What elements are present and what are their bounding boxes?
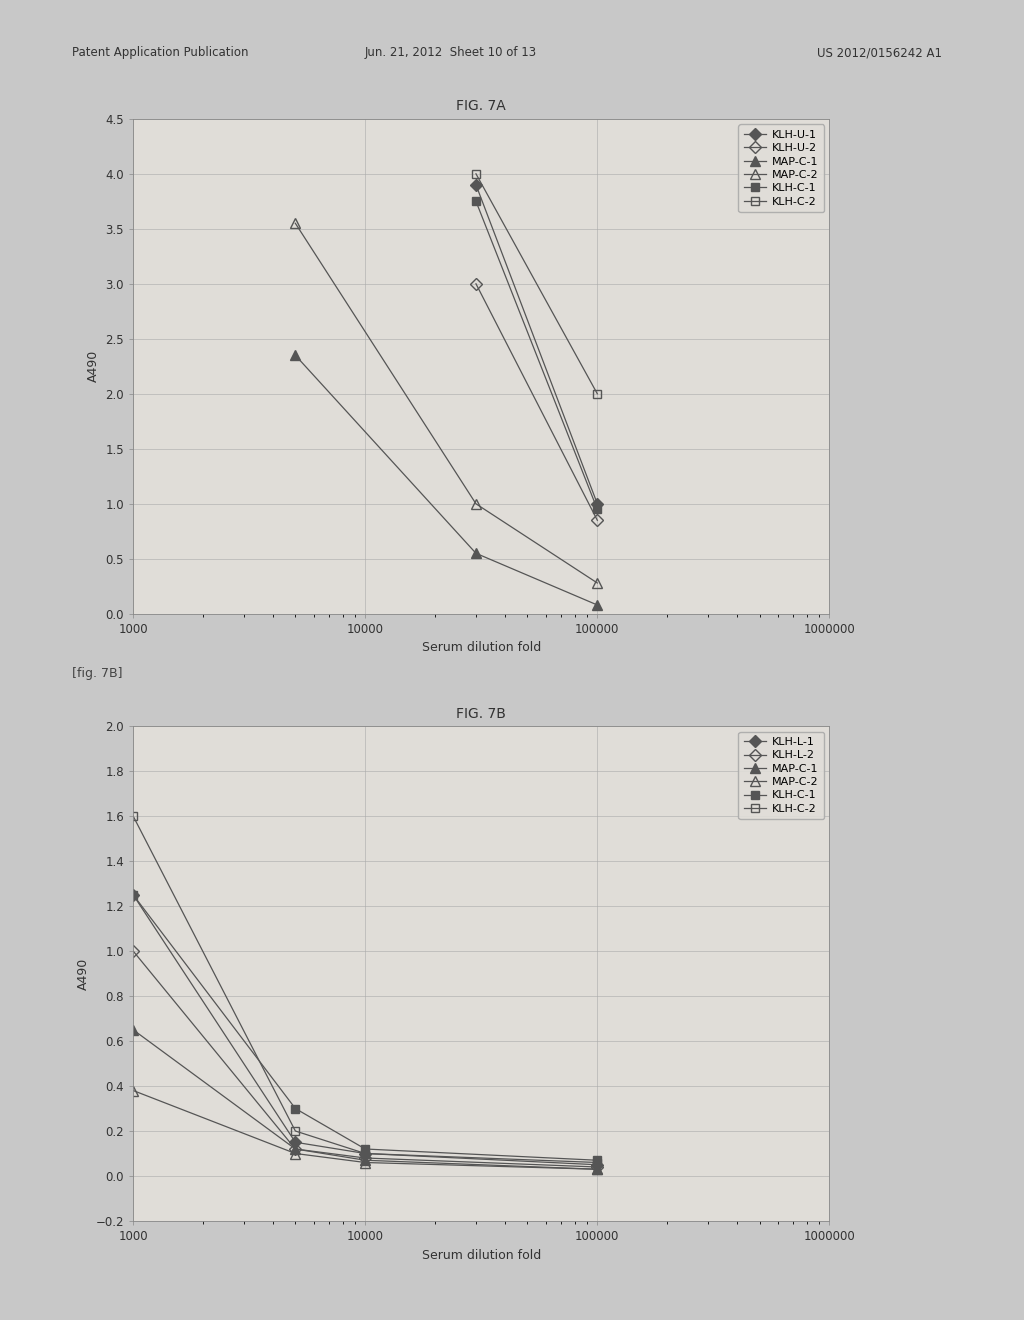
KLH-L-1 [359, 1146, 372, 1162]
KLH-C-1 [359, 1140, 372, 1156]
KLH-C-1 [591, 502, 603, 517]
MAP-C-1 [289, 1140, 301, 1156]
MAP-C-2 [591, 576, 603, 591]
Legend: KLH-L-1, KLH-L-2, MAP-C-1, MAP-C-2, KLH-C-1, KLH-C-2: KLH-L-1, KLH-L-2, MAP-C-1, MAP-C-2, KLH-… [738, 731, 824, 820]
KLH-L-2 [359, 1150, 372, 1166]
Line: KLH-U-2: KLH-U-2 [472, 280, 601, 524]
Title: FIG. 7B: FIG. 7B [457, 706, 506, 721]
Text: US 2012/0156242 A1: US 2012/0156242 A1 [817, 46, 942, 59]
Y-axis label: A490: A490 [87, 350, 100, 383]
X-axis label: Serum dilution fold: Serum dilution fold [422, 642, 541, 655]
Legend: KLH-U-1, KLH-U-2, MAP-C-1, MAP-C-2, KLH-C-1, KLH-C-2: KLH-U-1, KLH-U-2, MAP-C-1, MAP-C-2, KLH-… [738, 124, 824, 213]
Line: KLH-C-1: KLH-C-1 [129, 891, 601, 1164]
MAP-C-1 [289, 347, 301, 363]
Text: Patent Application Publication: Patent Application Publication [72, 46, 248, 59]
KLH-C-1 [127, 887, 139, 903]
Title: FIG. 7A: FIG. 7A [457, 99, 506, 114]
Text: Jun. 21, 2012  Sheet 10 of 13: Jun. 21, 2012 Sheet 10 of 13 [365, 46, 537, 59]
MAP-C-1 [591, 597, 603, 612]
MAP-C-2 [359, 1155, 372, 1171]
KLH-U-2 [591, 512, 603, 528]
Text: [fig. 7B]: [fig. 7B] [72, 667, 122, 680]
KLH-C-1 [289, 1101, 301, 1117]
KLH-U-2 [470, 276, 482, 292]
MAP-C-1 [591, 1162, 603, 1177]
Line: MAP-C-2: MAP-C-2 [291, 218, 602, 587]
Line: KLH-C-2: KLH-C-2 [472, 170, 601, 397]
KLH-C-2 [591, 385, 603, 401]
KLH-C-2 [470, 166, 482, 182]
MAP-C-2 [127, 1082, 139, 1098]
KLH-C-2 [289, 1123, 301, 1139]
MAP-C-1 [470, 545, 482, 561]
X-axis label: Serum dilution fold: Serum dilution fold [422, 1249, 541, 1262]
KLH-L-1 [289, 1134, 301, 1150]
Line: KLH-C-1: KLH-C-1 [472, 197, 601, 513]
KLH-C-2 [127, 808, 139, 824]
KLH-C-1 [591, 1152, 603, 1168]
MAP-C-2 [289, 215, 301, 231]
KLH-C-2 [591, 1155, 603, 1171]
KLH-U-1 [591, 496, 603, 512]
KLH-L-1 [127, 887, 139, 903]
Line: MAP-C-1: MAP-C-1 [128, 1024, 602, 1173]
MAP-C-1 [127, 1022, 139, 1038]
KLH-U-1 [470, 177, 482, 193]
Line: MAP-C-1: MAP-C-1 [291, 350, 602, 610]
MAP-C-2 [470, 496, 482, 512]
Line: KLH-C-2: KLH-C-2 [129, 812, 601, 1167]
MAP-C-1 [359, 1152, 372, 1168]
KLH-L-2 [289, 1140, 301, 1156]
KLH-L-1 [591, 1156, 603, 1172]
MAP-C-2 [591, 1162, 603, 1177]
KLH-C-2 [359, 1146, 372, 1162]
Line: MAP-C-2: MAP-C-2 [128, 1085, 602, 1173]
KLH-C-1 [470, 193, 482, 209]
Line: KLH-U-1: KLH-U-1 [472, 181, 601, 508]
MAP-C-2 [289, 1146, 301, 1162]
Y-axis label: A490: A490 [77, 957, 90, 990]
Line: KLH-L-2: KLH-L-2 [129, 946, 601, 1171]
Line: KLH-L-1: KLH-L-1 [129, 891, 601, 1170]
KLH-L-2 [591, 1159, 603, 1175]
KLH-L-2 [127, 942, 139, 958]
